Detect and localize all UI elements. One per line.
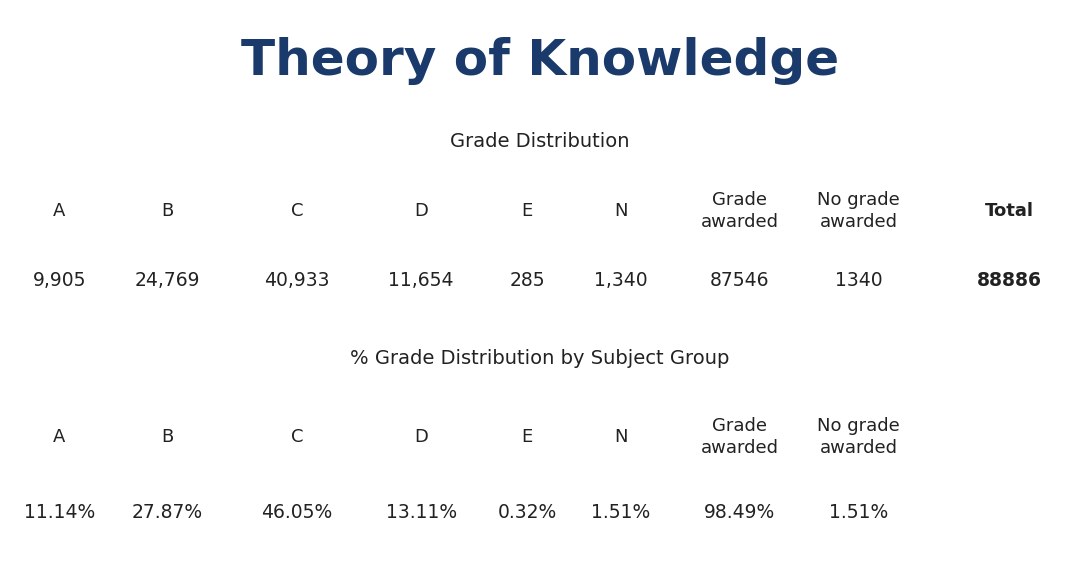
Text: 285: 285 <box>510 272 544 290</box>
Text: 1,340: 1,340 <box>594 272 648 290</box>
Text: 98.49%: 98.49% <box>704 503 775 522</box>
Text: 1.51%: 1.51% <box>592 503 650 522</box>
Text: D: D <box>415 202 428 221</box>
Text: B: B <box>161 428 174 446</box>
Text: Grade
awarded: Grade awarded <box>701 417 779 457</box>
Text: 46.05%: 46.05% <box>261 503 333 522</box>
Text: 24,769: 24,769 <box>135 272 200 290</box>
Text: 13.11%: 13.11% <box>386 503 457 522</box>
Text: 88886: 88886 <box>977 272 1042 290</box>
Text: 1340: 1340 <box>835 272 882 290</box>
Text: 40,933: 40,933 <box>265 272 329 290</box>
Text: Grade Distribution: Grade Distribution <box>450 133 630 151</box>
Text: No grade
awarded: No grade awarded <box>818 417 900 457</box>
Text: Total: Total <box>985 202 1035 221</box>
Text: E: E <box>522 428 532 446</box>
Text: N: N <box>615 428 627 446</box>
Text: N: N <box>615 202 627 221</box>
Text: C: C <box>291 428 303 446</box>
Text: 87546: 87546 <box>710 272 770 290</box>
Text: Grade
awarded: Grade awarded <box>701 191 779 232</box>
Text: 11,654: 11,654 <box>389 272 454 290</box>
Text: B: B <box>161 202 174 221</box>
Text: 27.87%: 27.87% <box>132 503 203 522</box>
Text: D: D <box>415 428 428 446</box>
Text: 9,905: 9,905 <box>32 272 86 290</box>
Text: 0.32%: 0.32% <box>498 503 556 522</box>
Text: A: A <box>53 428 66 446</box>
Text: 11.14%: 11.14% <box>24 503 95 522</box>
Text: 1.51%: 1.51% <box>829 503 888 522</box>
Text: C: C <box>291 202 303 221</box>
Text: Theory of Knowledge: Theory of Knowledge <box>241 37 839 85</box>
Text: A: A <box>53 202 66 221</box>
Text: % Grade Distribution by Subject Group: % Grade Distribution by Subject Group <box>350 350 730 368</box>
Text: E: E <box>522 202 532 221</box>
Text: No grade
awarded: No grade awarded <box>818 191 900 232</box>
